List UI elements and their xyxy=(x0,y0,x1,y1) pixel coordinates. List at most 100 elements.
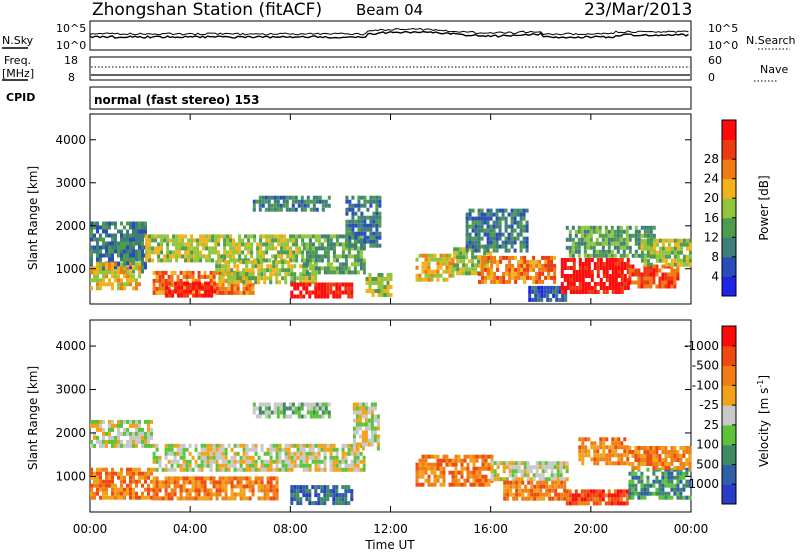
heatmap-cell xyxy=(472,470,476,475)
heatmap-cell xyxy=(493,255,497,260)
heatmap-cell xyxy=(173,270,177,275)
heatmap-cell xyxy=(150,471,153,476)
heatmap-cell xyxy=(445,269,449,274)
heatmap-cell xyxy=(490,458,494,463)
heatmap-cell xyxy=(593,457,597,462)
heatmap-cell xyxy=(218,455,222,460)
heatmap-cell xyxy=(646,491,650,496)
heatmap-cell xyxy=(655,475,659,480)
heatmap-cell xyxy=(229,258,233,263)
heatmap-cell xyxy=(587,270,591,274)
heatmap-cell xyxy=(535,263,539,268)
heatmap-cell xyxy=(183,289,187,294)
heatmap-cell xyxy=(218,480,222,485)
heatmap-cell xyxy=(197,463,201,468)
heatmap-cell xyxy=(132,475,135,480)
heatmap-cell xyxy=(578,282,582,286)
heatmap-cell xyxy=(245,480,249,485)
heatmap-cell xyxy=(613,233,617,238)
heatmap-cell xyxy=(529,263,533,268)
heatmap-cell xyxy=(341,467,345,472)
heatmap-cell xyxy=(242,447,246,452)
heatmap-cell xyxy=(242,282,246,287)
heatmap-cell xyxy=(619,225,623,230)
xtick-label: 20:00 xyxy=(574,522,609,536)
date-label: 23/Mar/2013 xyxy=(584,0,692,20)
heatmap-cell xyxy=(135,257,138,262)
heatmap-cell xyxy=(608,258,612,262)
heatmap-cell xyxy=(148,254,152,259)
heatmap-cell xyxy=(465,216,469,221)
heatmap-cell xyxy=(254,443,258,448)
heatmap-cell xyxy=(679,458,683,462)
heatmap-cell xyxy=(551,496,555,501)
heatmap-cell xyxy=(259,234,263,239)
heatmap-cell xyxy=(599,286,603,290)
heatmap-cell xyxy=(270,195,274,200)
heatmap-cell xyxy=(290,282,294,287)
heatmap-cell xyxy=(611,461,615,466)
heatmap-cell xyxy=(560,282,564,286)
heatmap-cell xyxy=(490,255,494,260)
heatmap-cell xyxy=(421,470,425,475)
heatmap-cell xyxy=(598,229,602,234)
heatmap-cell xyxy=(498,216,502,221)
heatmap-cell xyxy=(465,248,469,253)
heatmap-cell xyxy=(311,250,315,255)
heatmap-cell xyxy=(465,220,469,225)
heatmap-cell xyxy=(221,459,225,464)
heatmap-cell xyxy=(262,250,266,255)
heatmap-cell xyxy=(616,497,620,502)
heatmap-cell xyxy=(170,488,174,493)
heatmap-cell xyxy=(158,290,162,295)
heatmap-cell xyxy=(332,485,336,490)
heatmap-cell xyxy=(489,216,493,221)
heatmap-cell xyxy=(324,410,328,415)
heatmap-cell xyxy=(658,458,662,462)
heatmap-cell xyxy=(655,258,659,263)
heatmap-cell xyxy=(111,241,114,246)
heatmap-cell xyxy=(96,475,99,480)
heatmap-cell xyxy=(266,492,270,497)
heatmap-cell xyxy=(111,282,114,287)
heatmap-cell xyxy=(303,199,307,204)
heatmap-cell xyxy=(541,477,545,482)
heatmap-cell xyxy=(93,491,96,496)
heatmap-cell xyxy=(289,246,293,251)
heatmap-cell xyxy=(469,474,473,479)
heatmap-cell xyxy=(308,258,312,263)
heatmap-cell xyxy=(178,246,182,251)
heatmap-cell xyxy=(170,443,174,448)
heatmap-cell xyxy=(297,203,301,208)
heatmap-cell xyxy=(520,255,524,260)
heatmap-cell xyxy=(498,224,502,229)
heatmap-cell xyxy=(296,497,300,502)
heatmap-cell xyxy=(202,254,206,259)
heatmap-cell xyxy=(511,461,515,466)
heatmap-cell xyxy=(354,219,358,224)
heatmap-cell xyxy=(300,402,304,407)
heatmap-cell xyxy=(123,253,126,258)
heatmap-cell xyxy=(99,262,102,267)
heatmap-cell xyxy=(685,483,689,488)
heatmap-cell xyxy=(496,473,500,478)
heatmap-cell xyxy=(556,469,560,474)
heatmap-cell xyxy=(572,274,576,278)
heatmap-cell xyxy=(309,199,313,204)
heatmap-cell xyxy=(652,272,656,277)
heatmap-cell xyxy=(575,274,579,278)
heatmap-cell xyxy=(565,489,569,494)
heatmap-cell xyxy=(451,269,455,274)
heatmap-cell xyxy=(320,258,324,263)
heatmap-cell xyxy=(93,278,96,283)
heatmap-cell xyxy=(96,479,99,484)
heatmap-cell xyxy=(538,267,542,272)
heatmap-cell xyxy=(514,271,518,276)
heatmap-cell xyxy=(181,234,185,239)
heatmap-cell xyxy=(356,467,360,472)
heatmap-cell xyxy=(326,262,330,267)
heatmap-cell xyxy=(496,279,500,284)
heatmap-cell xyxy=(486,259,490,264)
heatmap-cell xyxy=(218,264,222,269)
heatmap-cell xyxy=(532,275,536,280)
